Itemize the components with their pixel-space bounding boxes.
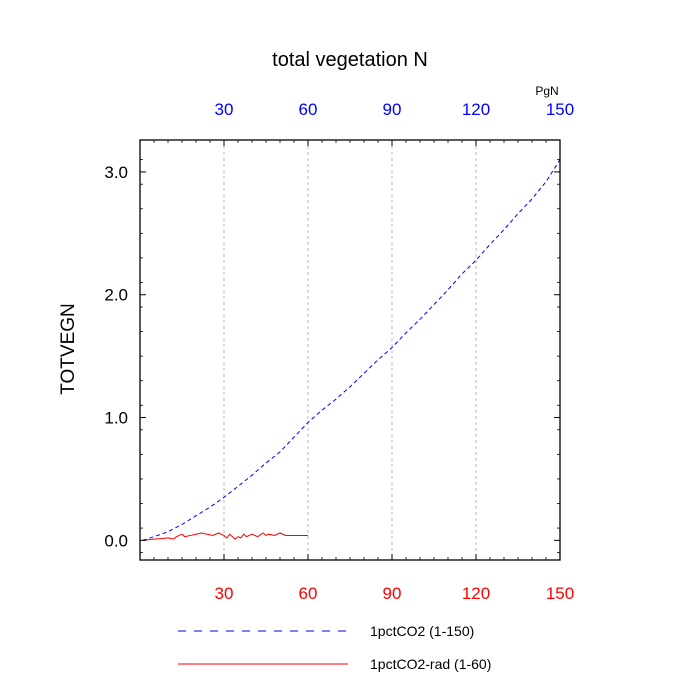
y-tick-label: 3.0 (104, 163, 128, 182)
x-tick-label-top: 30 (215, 100, 234, 119)
x-tick-label-bottom: 90 (383, 584, 402, 603)
legend-label-1: 1pctCO2 (1-150) (370, 623, 474, 639)
y-tick-label: 1.0 (104, 409, 128, 428)
axes (139, 139, 561, 561)
chart-title: total vegetation N (272, 49, 428, 71)
units-label: PgN (535, 84, 558, 98)
legend: 1pctCO2 (1-150) 1pctCO2-rad (1-60) (178, 623, 491, 672)
y-axis-label: TOTVEGN (58, 303, 79, 395)
series-line-2 (142, 532, 308, 541)
y-tick-label: 0.0 (104, 531, 128, 550)
x-tick-label-top: 60 (299, 100, 318, 119)
x-tick-label-bottom: 120 (462, 584, 490, 603)
plot-frame (139, 139, 561, 561)
x-tick-label-top: 90 (383, 100, 402, 119)
legend-label-2: 1pctCO2-rad (1-60) (370, 656, 491, 672)
series-layer (142, 159, 561, 541)
series-line-1 (142, 159, 561, 541)
x-tick-label-bottom: 30 (215, 584, 234, 603)
ticks: 30 30 60 60 90 90 120 120 150 150 0.0 1.0 2.0 3.0 (104, 100, 574, 603)
x-tick-label-top: 150 (546, 100, 574, 119)
x-tick-label-bottom: 60 (299, 584, 318, 603)
y-tick-label: 2.0 (104, 286, 128, 305)
grid-lines (223, 140, 561, 560)
x-tick-label-bottom: 150 (546, 584, 574, 603)
x-tick-label-top: 120 (462, 100, 490, 119)
